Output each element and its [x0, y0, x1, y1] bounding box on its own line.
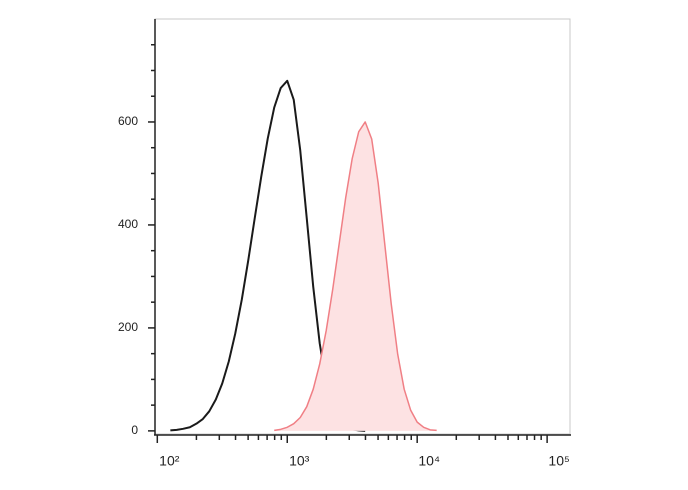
- x-tick-label: 10²: [159, 453, 180, 469]
- histogram-line: [274, 121, 437, 432]
- y-tick-label: 0: [131, 423, 138, 437]
- histogram-area: [274, 121, 437, 431]
- y-tick-label: 600: [118, 114, 138, 128]
- x-tick-label: 10⁵: [548, 453, 569, 469]
- y-tick-label: 200: [118, 320, 138, 334]
- y-tick-label: 400: [118, 217, 138, 231]
- x-tick-label: 10⁴: [418, 453, 440, 469]
- x-tick-label: 10³: [289, 453, 310, 469]
